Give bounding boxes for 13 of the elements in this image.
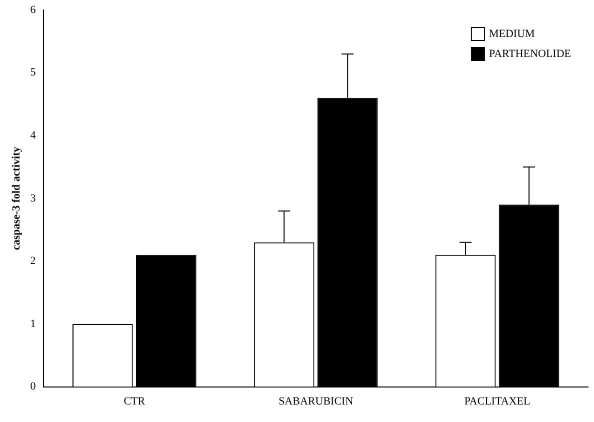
y-tick-label: 1 (30, 318, 36, 330)
y-tick-label: 6 (30, 4, 36, 16)
legend-label: MEDIUM (488, 28, 536, 40)
x-tick-label: CTR (124, 395, 146, 408)
legend-label: PARTHENOLIDE (488, 48, 572, 60)
y-tick-label: 2 (30, 255, 36, 268)
x-tick-label: PACLITAXEL (464, 395, 531, 408)
y-tick-label: 3 (30, 192, 36, 204)
y-axis-title: caspase-3 fold activity (10, 146, 22, 250)
y-tick-label: 4 (30, 129, 36, 142)
y-tick-label: 5 (30, 66, 36, 79)
x-tick-label: SABARUBICIN (278, 395, 354, 408)
y-tick-label: 0 (30, 380, 36, 393)
